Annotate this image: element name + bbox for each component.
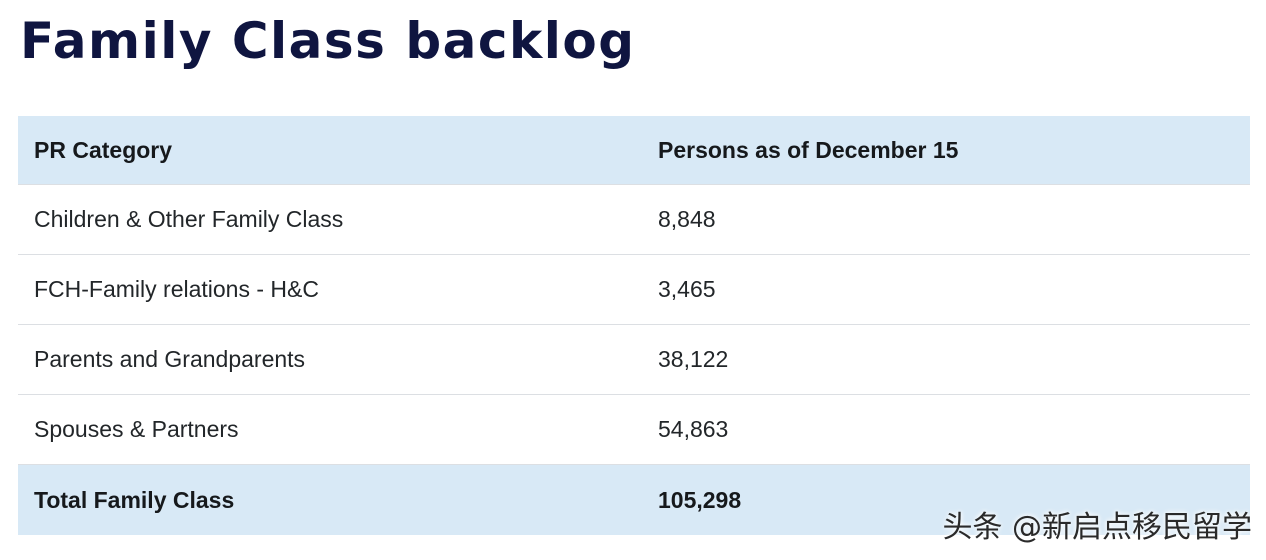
watermark: 头条 @新启点移民留学 bbox=[942, 510, 1252, 545]
table-row: FCH-Family relations - H&C 3,465 bbox=[18, 255, 1250, 325]
persons-cell: 54,863 bbox=[658, 416, 729, 442]
persons-cell: 38,122 bbox=[658, 346, 729, 372]
total-label-cell: Total Family Class bbox=[34, 486, 235, 513]
total-value-cell: 105,298 bbox=[658, 486, 742, 513]
table-total-row: Total Family Class 105,298 bbox=[18, 465, 1250, 535]
column-header-pr-category: PR Category bbox=[34, 136, 173, 163]
page-title: Family Class backlog bbox=[20, 12, 636, 70]
category-cell: Parents and Grandparents bbox=[34, 346, 306, 372]
table-header-row: PR Category Persons as of December 15 bbox=[18, 116, 1250, 185]
column-header-persons: Persons as of December 15 bbox=[658, 136, 959, 163]
category-cell: Children & Other Family Class bbox=[34, 206, 344, 232]
category-cell: FCH-Family relations - H&C bbox=[34, 276, 319, 302]
table-row: Spouses & Partners 54,863 bbox=[18, 395, 1250, 465]
table-row: Parents and Grandparents 38,122 bbox=[18, 325, 1250, 395]
backlog-table: PR Category Persons as of December 15 Ch… bbox=[18, 116, 1250, 535]
category-cell: Spouses & Partners bbox=[34, 416, 239, 442]
persons-cell: 3,465 bbox=[658, 276, 716, 302]
persons-cell: 8,848 bbox=[658, 206, 716, 232]
table-row: Children & Other Family Class 8,848 bbox=[18, 185, 1250, 255]
